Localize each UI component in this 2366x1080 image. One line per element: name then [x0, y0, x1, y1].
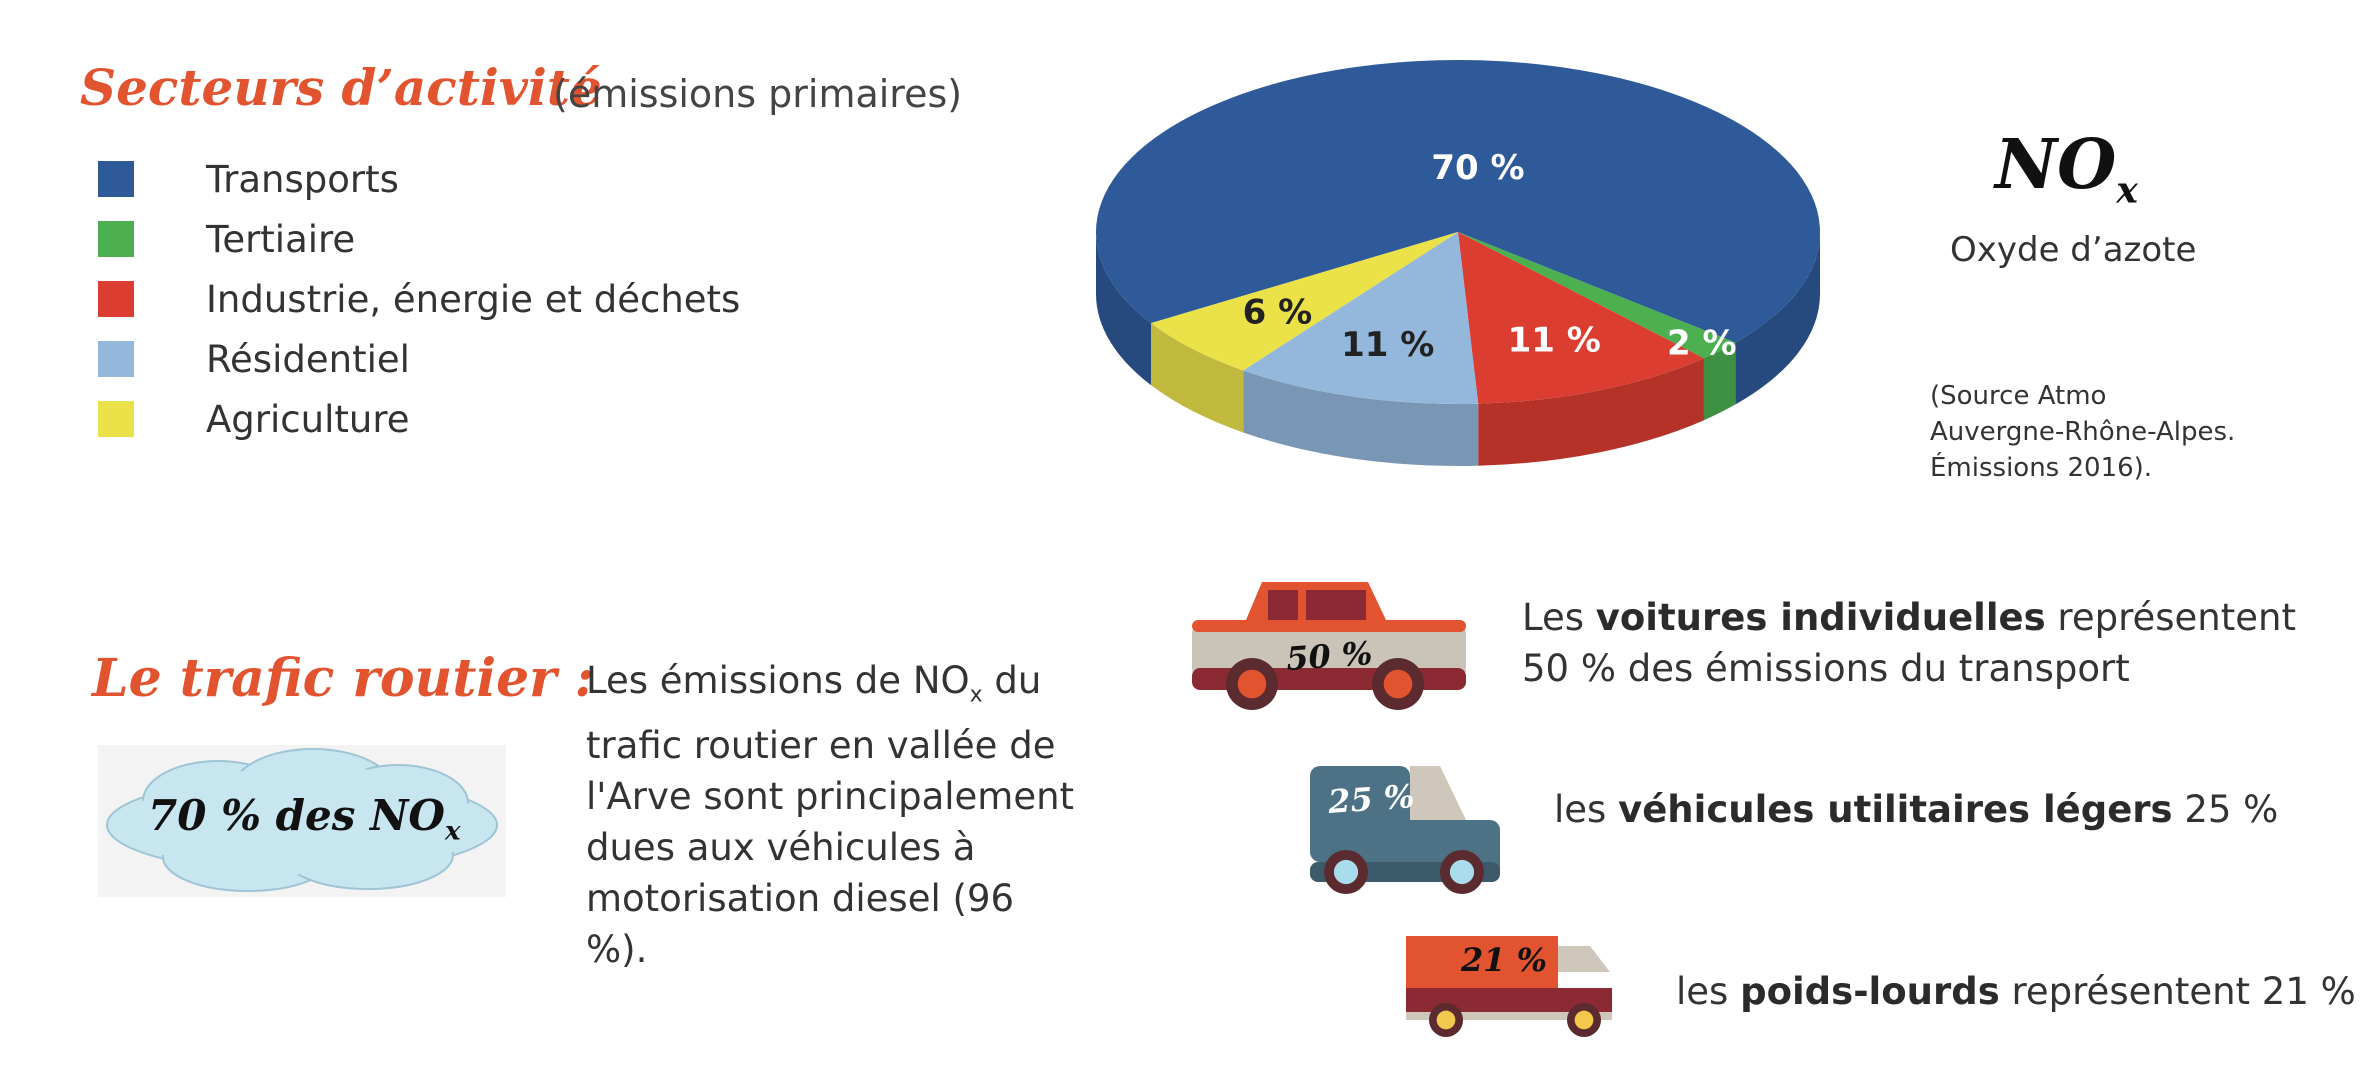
pie-slice-transports [1096, 59, 1821, 343]
text-part: Les [1522, 596, 1596, 639]
vehicle-text-trucks: les poids-lourds représentent 21 % [1676, 966, 2356, 1017]
text-part: les [1676, 970, 1741, 1013]
pie-side-4 [1151, 323, 1244, 433]
pie-slice-tertiaire [1458, 232, 1736, 359]
legend-label: Industrie, énergie et déchets [206, 277, 741, 321]
pollutant-name: Oxyde d’azote [1950, 230, 2197, 270]
source-line: Auvergne-Rhône-Alpes. [1930, 417, 2236, 447]
pie-slice-agriculture [1151, 232, 1458, 371]
pie-chart-slices: 70 % 2 % 11 % 11 % 6 % [1096, 59, 1821, 466]
traffic-text-end: du trafic routier en vallée de l'Arve so… [586, 659, 1075, 972]
legend-item-tertiaire: Tertiaire [98, 217, 356, 261]
source-line: Émissions 2016). [1930, 453, 2153, 483]
text-part: les [1554, 788, 1619, 831]
traffic-text-start: Les émissions de NO [586, 659, 970, 702]
vehicle-icons: 50 % 25 % 21 % [1192, 582, 1612, 1037]
pie-side-3 [1243, 370, 1479, 466]
legend-label: Transports [206, 157, 399, 201]
pie-side-0 [1096, 232, 1152, 386]
pie-label-2: 11 % [1508, 321, 1601, 361]
vehicle-text-cars: Les voitures individuelles représentent … [1522, 592, 2296, 694]
legend-swatch [98, 401, 134, 437]
text-bold: voitures individuelles [1595, 596, 2046, 639]
legend-label: Agriculture [206, 397, 410, 441]
cloud-text: 70 % des NO [148, 791, 445, 840]
legend-item-transports: Transports [98, 157, 399, 201]
pie-label-3: 11 % [1341, 325, 1434, 365]
cloud-panel [98, 745, 506, 897]
pie-side-2 [1478, 358, 1704, 466]
cloud-label: 70 % des NOx [148, 791, 460, 846]
legend-label: Résidentiel [206, 337, 410, 381]
vehicle-badge: 25 % [1326, 777, 1416, 821]
text-part: représentent 21 % [1999, 970, 2356, 1013]
text-bold: véhicules utilitaires légers [1618, 788, 2173, 831]
legend-swatch [98, 161, 134, 197]
legend-swatch [98, 221, 134, 257]
pie-side-1 [1703, 342, 1736, 421]
pie-label-4: 6 % [1243, 292, 1313, 332]
sectors-title: Secteurs d’activité [80, 58, 602, 117]
pie-slice-résidentiel [1243, 232, 1479, 404]
cloud-subscript: x [444, 816, 461, 847]
pie-slice-industrie [1458, 232, 1704, 404]
traffic-title: Le trafic routier : [92, 648, 594, 709]
text-part: 50 % des émissions du transport [1522, 647, 2130, 690]
legend-swatch [98, 281, 134, 317]
pollutant-symbol-text: NO [1995, 125, 2117, 205]
pie-label-1: 2 % [1667, 323, 1737, 363]
source-line: (Source Atmo [1930, 381, 2107, 411]
traffic-paragraph: Les émissions de NOx du trafic routier e… [586, 655, 1076, 975]
vehicle-text-vans: les véhicules utilitaires légers 25 % [1554, 784, 2278, 835]
vehicle-badge: 21 % [1460, 941, 1547, 979]
legend-item-industrie: Industrie, énergie et déchets [98, 277, 741, 321]
source-note: (Source Atmo Auvergne-Rhône-Alpes. Émiss… [1930, 378, 2290, 486]
pollutant-subscript: x [2116, 169, 2138, 212]
vehicle-badge: 50 % [1285, 634, 1374, 678]
legend-item-residentiel: Résidentiel [98, 337, 410, 381]
legend-swatch [98, 341, 134, 377]
traffic-text-subscript: x [969, 682, 983, 708]
pollutant-symbol: NOx [1995, 125, 2138, 212]
pie-side-0 [1735, 232, 1820, 405]
text-part: 25 % [2172, 788, 2279, 831]
text-bold: poids-lourds [1740, 970, 2000, 1013]
text-part: représentent [2045, 596, 2296, 639]
legend-item-agriculture: Agriculture [98, 397, 410, 441]
pie-label-0: 70 % [1431, 148, 1524, 188]
sectors-subtitle: (émissions primaires) [553, 72, 963, 116]
legend-label: Tertiaire [206, 217, 356, 261]
cloud-icon [106, 748, 498, 892]
